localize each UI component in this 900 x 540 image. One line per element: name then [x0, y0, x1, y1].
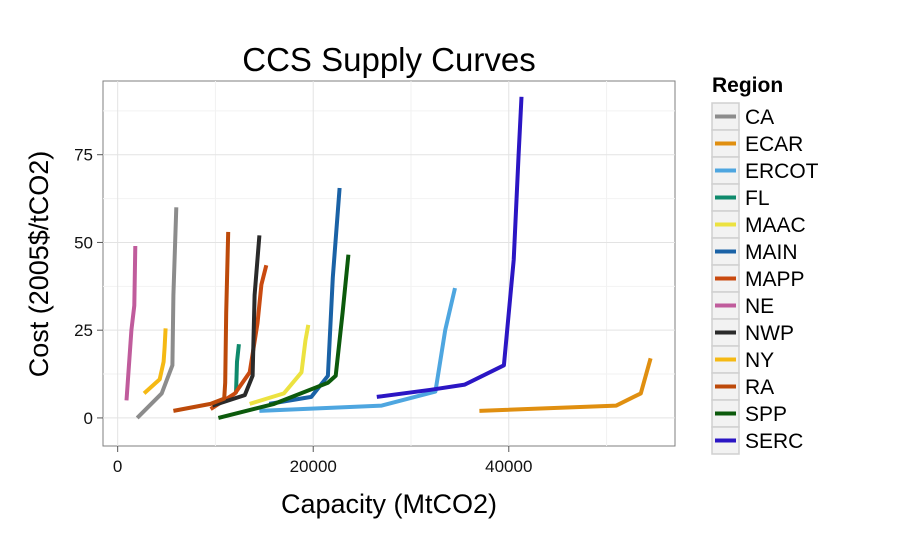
legend-label-mapp: MAPP [745, 268, 805, 291]
series-line-ny [142, 328, 168, 395]
legend-label-fl: FL [745, 187, 770, 210]
legend: CA ECAR ERCOT FL MAAC MAIN MAPP NE NWP NY RA SPP SER… [711, 102, 819, 455]
series-line-nwp [211, 235, 262, 408]
y-tick-label: 0 [84, 409, 93, 428]
series-line-serc [376, 96, 524, 399]
x-axis-title: Capacity (MtCO2) [281, 489, 497, 519]
x-tick-label: 20000 [290, 457, 337, 476]
legend-label-ra: RA [745, 376, 774, 399]
legend-label-spp: SPP [745, 403, 787, 426]
y-tick-label: 25 [74, 321, 93, 340]
series-line-ecar [479, 357, 653, 413]
series-lines [124, 96, 653, 420]
legend-label-ercot: ERCOT [745, 160, 819, 183]
legend-label-ecar: ECAR [745, 133, 803, 156]
grid-lines [103, 81, 675, 446]
y-axis: 0 25 50 75 [74, 146, 103, 428]
x-tick-label: 0 [113, 457, 122, 476]
legend-label-maac: MAAC [745, 214, 806, 237]
chart-title: CCS Supply Curves [242, 41, 535, 78]
legend-title: Region [712, 74, 783, 97]
series-line-ercot [259, 287, 457, 413]
y-tick-label: 50 [74, 233, 93, 252]
legend-label-ny: NY [745, 349, 774, 372]
series-line-spp [217, 254, 351, 420]
series-line-maac [249, 324, 311, 406]
y-axis-title: Cost (2005$/tCO2) [24, 151, 54, 378]
legend-label-ca: CA [745, 106, 774, 129]
legend-label-ne: NE [745, 295, 774, 318]
series-line-main [268, 187, 342, 406]
y-tick-label: 75 [74, 146, 93, 165]
legend-label-nwp: NWP [745, 322, 794, 345]
series-line-fl [234, 343, 241, 394]
legend-label-serc: SERC [745, 430, 803, 453]
legend-label-main: MAIN [745, 241, 798, 264]
x-tick-label: 40000 [485, 457, 532, 476]
series-line-ca [135, 207, 179, 420]
plot-panel [102, 80, 676, 447]
series-line-ne [124, 245, 138, 401]
series-line-ra [173, 231, 231, 413]
x-axis: 0 20000 40000 [113, 446, 532, 476]
